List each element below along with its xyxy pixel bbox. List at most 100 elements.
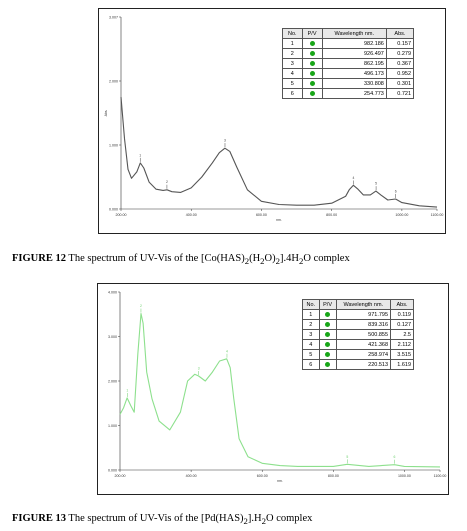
peak-label: 1 — [126, 388, 128, 392]
x-axis-label: nm. — [276, 218, 282, 222]
peak-dot-icon — [309, 70, 315, 76]
x-tick-label: 1100.00 — [434, 474, 447, 478]
y-tick-label: 0.000 — [108, 469, 117, 473]
table-header: Abs. — [390, 299, 414, 310]
peak-label: 2 — [140, 304, 142, 308]
peak-absorbance: 0.119 — [390, 309, 414, 320]
peak-label: 6 — [393, 455, 395, 459]
x-tick-label: 800.00 — [328, 474, 339, 478]
y-tick-label: 4.000 — [108, 291, 117, 295]
figure-13-label: FIGURE 13 — [12, 513, 66, 524]
peak-number: 4 — [302, 339, 320, 350]
y-tick-label: 1.000 — [108, 424, 117, 428]
peak-absorbance: 2.5 — [390, 329, 414, 340]
peak-dot-icon — [325, 341, 331, 347]
figure-12-label: FIGURE 12 — [12, 253, 66, 264]
peak-wavelength: 971.795 — [335, 309, 392, 320]
table-row: 3 500.855 2.5 — [302, 329, 414, 340]
peak-wavelength: 500.855 — [335, 329, 392, 340]
peak-number: 2 — [302, 319, 320, 330]
peak-absorbance: 3.515 — [390, 349, 414, 360]
table-row: 2 926.497 0.279 — [282, 48, 415, 59]
table-header: P/V — [301, 28, 323, 39]
y-tick-label: 3.007 — [109, 16, 118, 20]
table-header: P/V — [318, 299, 337, 310]
table-row: 2 839.316 0.127 — [302, 319, 414, 330]
x-tick-label: 200.00 — [115, 474, 126, 478]
x-tick-label: 1100.00 — [431, 213, 444, 217]
x-tick-label: 200.00 — [116, 213, 127, 217]
peak-label: 5 — [346, 455, 348, 459]
table-row: 4 421.368 2.112 — [302, 339, 414, 350]
peak-valley-icon — [301, 68, 323, 79]
spectrum-line — [119, 313, 441, 468]
peak-dot-icon — [325, 351, 331, 357]
peak-wavelength: 254.773 — [321, 88, 387, 99]
x-tick-label: 600.00 — [257, 474, 268, 478]
peak-label: 6 — [395, 189, 397, 193]
peak-number: 3 — [302, 329, 320, 340]
peak-wavelength: 926.497 — [321, 48, 387, 59]
table-header: No. — [302, 299, 320, 310]
table-row: 6 254.773 0.721 — [282, 88, 415, 99]
peak-valley-icon — [318, 329, 337, 340]
peak-absorbance: 0.721 — [385, 88, 415, 99]
peak-label: 3 — [224, 139, 226, 143]
table-row: 6 220.513 1.619 — [302, 359, 414, 370]
peak-number: 2 — [282, 48, 303, 59]
peak-absorbance: 2.112 — [390, 339, 414, 350]
peak-wavelength: 862.195 — [321, 58, 387, 69]
peak-absorbance: 0.952 — [385, 68, 415, 79]
y-tick-label: 3.000 — [108, 335, 117, 339]
peak-valley-icon — [318, 339, 337, 350]
peak-label: 1 — [139, 153, 141, 157]
figure-13-chart: 0.000 1.000 2.000 3.000 4.000 200.00 400.00 600… — [108, 291, 447, 484]
figure-13-caption: FIGURE 13 The spectrum of UV-Vis of the … — [12, 513, 313, 527]
peak-number: 6 — [302, 359, 320, 370]
figure-12-caption: FIGURE 12 The spectrum of UV-Vis of the … — [12, 253, 350, 267]
peak-label: 4 — [353, 176, 355, 180]
peak-dot-icon — [325, 311, 331, 317]
x-tick-label: 1000.00 — [398, 474, 411, 478]
peak-label: 2 — [166, 180, 168, 184]
peak-dot-icon — [309, 90, 315, 96]
peak-wavelength: 421.368 — [335, 339, 392, 350]
peak-dot-icon — [325, 321, 331, 327]
table-row: 1 971.795 0.119 — [302, 309, 414, 320]
peak-absorbance: 0.301 — [385, 78, 415, 89]
peak-absorbance: 0.157 — [385, 38, 415, 49]
x-tick-label: 800.00 — [326, 213, 337, 217]
y-tick-label: 2.000 — [108, 380, 117, 384]
peak-wavelength: 839.316 — [335, 319, 392, 330]
peak-absorbance: 0.367 — [385, 58, 415, 69]
x-tick-label: 1000.00 — [395, 213, 408, 217]
y-tick-label: 1.000 — [109, 144, 118, 148]
peak-absorbance: 0.279 — [385, 48, 415, 59]
peak-number: 4 — [282, 68, 303, 79]
x-tick-label: 400.00 — [186, 213, 197, 217]
figure-13-peak-table: No. P/V Wavelength nm. Abs. 1 971.795 0.119 2 83… — [302, 299, 414, 370]
peak-dot-icon — [309, 40, 315, 46]
peak-dot-icon — [309, 60, 315, 66]
peak-dot-icon — [309, 50, 315, 56]
peak-absorbance: 0.127 — [390, 319, 414, 330]
peak-number: 3 — [282, 58, 303, 69]
peak-valley-icon — [301, 88, 323, 99]
peak-valley-icon — [318, 309, 337, 320]
peak-wavelength: 496.173 — [321, 68, 387, 79]
x-tick-label: 400.00 — [186, 474, 197, 478]
peak-number: 5 — [302, 349, 320, 360]
peak-valley-icon — [301, 78, 323, 89]
table-row: 5 258.974 3.515 — [302, 349, 414, 360]
spectrum-line — [120, 96, 438, 208]
table-row: 5 330.808 0.301 — [282, 78, 415, 89]
peak-wavelength: 982.186 — [321, 38, 387, 49]
peak-valley-icon — [301, 38, 323, 49]
peak-label: 5 — [375, 182, 377, 186]
peak-valley-icon — [318, 359, 337, 370]
table-header: Wavelength nm. — [321, 28, 387, 39]
peak-wavelength: 220.513 — [335, 359, 392, 370]
x-axis-label: nm. — [277, 479, 283, 483]
peak-wavelength: 258.974 — [335, 349, 392, 360]
table-header: Abs. — [385, 28, 415, 39]
